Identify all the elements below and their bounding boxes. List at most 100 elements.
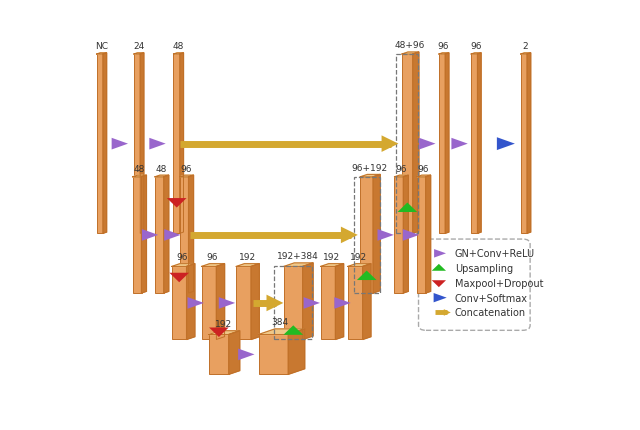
Polygon shape [238, 349, 255, 360]
Polygon shape [284, 263, 313, 267]
Text: Maxpool+Dropout: Maxpool+Dropout [455, 278, 543, 288]
Bar [275, 267, 312, 340]
Polygon shape [209, 331, 240, 335]
Polygon shape [378, 230, 394, 241]
Bar [394, 178, 403, 293]
Bar [321, 267, 335, 340]
Text: 48: 48 [133, 164, 145, 173]
Bar [360, 178, 373, 293]
Polygon shape [413, 53, 419, 233]
Bar [180, 178, 189, 293]
Polygon shape [266, 295, 284, 311]
Text: 96: 96 [417, 164, 429, 173]
Polygon shape [216, 264, 225, 340]
Polygon shape [164, 230, 180, 241]
Polygon shape [155, 176, 169, 178]
Bar [132, 178, 141, 293]
Text: 96: 96 [395, 164, 406, 173]
Text: 96: 96 [207, 252, 218, 261]
Bar [259, 335, 288, 375]
Polygon shape [445, 54, 449, 233]
Polygon shape [167, 199, 186, 208]
Polygon shape [321, 264, 344, 267]
Text: 48: 48 [173, 42, 184, 51]
Polygon shape [444, 310, 451, 316]
Polygon shape [134, 54, 144, 55]
Text: 96: 96 [470, 42, 481, 51]
Polygon shape [451, 138, 468, 150]
Text: Concatenation: Concatenation [455, 308, 526, 318]
Text: 192: 192 [323, 252, 340, 261]
Bar [354, 178, 380, 293]
Polygon shape [180, 176, 193, 178]
Polygon shape [373, 175, 380, 293]
Polygon shape [180, 54, 184, 233]
Polygon shape [141, 176, 147, 293]
Bar [97, 55, 103, 233]
Polygon shape [170, 273, 189, 283]
Polygon shape [164, 176, 169, 293]
Bar [172, 267, 187, 340]
FancyBboxPatch shape [419, 240, 530, 331]
Polygon shape [397, 203, 417, 212]
Polygon shape [426, 176, 431, 293]
Text: GN+Conv+ReLU: GN+Conv+ReLU [455, 249, 535, 259]
Polygon shape [259, 329, 305, 335]
Polygon shape [103, 54, 107, 233]
Bar [134, 55, 140, 233]
Polygon shape [363, 264, 371, 340]
Polygon shape [335, 264, 344, 340]
Polygon shape [187, 264, 195, 340]
Bar [202, 267, 216, 340]
Text: 384: 384 [271, 317, 289, 326]
Text: 96: 96 [438, 42, 449, 51]
Polygon shape [527, 54, 531, 233]
Polygon shape [477, 54, 481, 233]
Polygon shape [149, 138, 166, 150]
Polygon shape [357, 271, 376, 280]
Polygon shape [334, 298, 351, 309]
Text: 48: 48 [156, 164, 167, 173]
Polygon shape [236, 264, 259, 267]
Text: 192: 192 [239, 252, 255, 261]
Polygon shape [289, 329, 305, 375]
Polygon shape [402, 53, 419, 55]
Polygon shape [403, 230, 419, 241]
Text: Conv+Softmax: Conv+Softmax [455, 293, 528, 303]
Polygon shape [432, 281, 446, 288]
Polygon shape [111, 138, 128, 150]
Bar [348, 267, 363, 340]
Polygon shape [360, 175, 380, 178]
Bar [155, 178, 164, 293]
Polygon shape [381, 136, 399, 153]
Polygon shape [284, 326, 303, 335]
Polygon shape [219, 298, 235, 309]
Bar [236, 267, 251, 340]
Polygon shape [132, 176, 147, 178]
Polygon shape [432, 264, 446, 271]
Text: 24: 24 [133, 42, 144, 51]
Polygon shape [251, 264, 259, 340]
Polygon shape [188, 298, 204, 309]
Polygon shape [202, 264, 225, 267]
Text: 48+96: 48+96 [395, 41, 425, 50]
Text: 192+384: 192+384 [276, 252, 318, 261]
Bar [521, 55, 527, 233]
Bar [173, 55, 180, 233]
Text: Upsampling: Upsampling [455, 264, 513, 273]
Text: 96+192: 96+192 [351, 163, 388, 172]
Polygon shape [229, 331, 240, 375]
Polygon shape [348, 264, 371, 267]
Text: NC: NC [95, 42, 108, 51]
Polygon shape [434, 293, 447, 303]
Polygon shape [303, 298, 320, 309]
Polygon shape [403, 176, 408, 293]
Polygon shape [173, 54, 184, 55]
Text: 96: 96 [177, 252, 188, 261]
Bar [471, 55, 477, 233]
Polygon shape [434, 249, 446, 258]
Text: 96: 96 [180, 164, 192, 173]
Text: 192: 192 [215, 319, 232, 329]
Bar [284, 267, 303, 340]
Text: 192: 192 [350, 252, 367, 261]
